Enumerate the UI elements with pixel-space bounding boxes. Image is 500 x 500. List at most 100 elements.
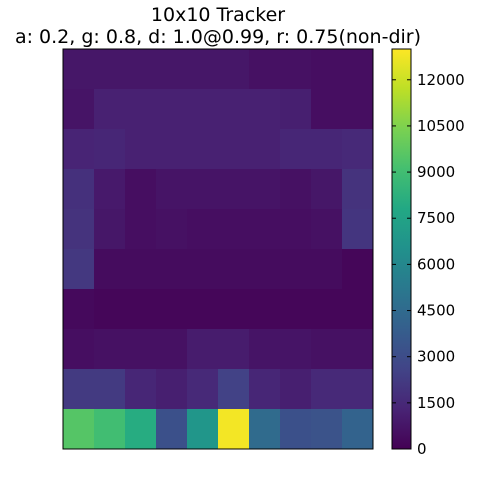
heatmap-cell-r3-c9 (342, 169, 374, 210)
heatmap-cell-r0-c9 (342, 49, 374, 90)
heatmap-cell-r8-c6 (249, 369, 281, 410)
heatmap-cell-r7-c2 (125, 329, 157, 370)
heatmap-cell-r8-c0 (63, 369, 95, 410)
heatmap-cell-r3-c4 (187, 169, 219, 210)
chart-subtitle: a: 0.2, g: 0.8, d: 1.0@0.99, r: 0.75(non… (15, 26, 421, 48)
heatmap-cell-r5-c9 (342, 249, 374, 290)
heatmap-cell-r2-c5 (218, 129, 250, 170)
heatmap-cell-r1-c7 (280, 89, 312, 130)
colorbar-tick-label-8: 12000 (417, 71, 465, 89)
heatmap-cell-r1-c9 (342, 89, 374, 130)
heatmap-cell-r4-c7 (280, 209, 312, 250)
heatmap-cell-r2-c1 (94, 129, 126, 170)
colorbar (391, 48, 412, 450)
colorbar-tick-label-5: 7500 (417, 209, 455, 227)
colorbar-tick-label-7: 10500 (417, 117, 465, 135)
heatmap-cell-r0-c2 (125, 49, 157, 90)
colorbar-tick-label-1: 1500 (417, 394, 455, 412)
heatmap-cell-r2-c7 (280, 129, 312, 170)
heatmap-cell-r2-c2 (125, 129, 157, 170)
heatmap-frame (62, 48, 374, 450)
heatmap-cell-r2-c6 (249, 129, 281, 170)
heatmap-cell-r1-c4 (187, 89, 219, 130)
heatmap-cell-r7-c5 (218, 329, 250, 370)
heatmap-cell-r1-c3 (156, 89, 188, 130)
heatmap-cell-r0-c3 (156, 49, 188, 90)
colorbar-tick-label-4: 6000 (417, 255, 455, 273)
heatmap-cell-r5-c7 (280, 249, 312, 290)
heatmap-cell-r1-c5 (218, 89, 250, 130)
heatmap-cell-r6-c7 (280, 289, 312, 330)
heatmap-cell-r4-c0 (63, 209, 95, 250)
heatmap-cell-r6-c2 (125, 289, 157, 330)
heatmap-cell-r0-c6 (249, 49, 281, 90)
heatmap-cell-r2-c8 (311, 129, 343, 170)
heatmap-cell-r3-c2 (125, 169, 157, 210)
heatmap-cell-r6-c6 (249, 289, 281, 330)
heatmap-cell-r7-c4 (187, 329, 219, 370)
heatmap-cell-r4-c4 (187, 209, 219, 250)
heatmap-cell-r5-c8 (311, 249, 343, 290)
heatmap-cell-r5-c0 (63, 249, 95, 290)
heatmap-cell-r0-c1 (94, 49, 126, 90)
heatmap-cell-r4-c6 (249, 209, 281, 250)
heatmap-cell-r8-c9 (342, 369, 374, 410)
colorbar-tick-label-2: 3000 (417, 348, 455, 366)
heatmap-cell-r7-c6 (249, 329, 281, 370)
heatmap-cell-r9-c6 (249, 409, 281, 450)
heatmap-cell-r3-c5 (218, 169, 250, 210)
heatmap-cell-r1-c2 (125, 89, 157, 130)
colorbar-ticks: 0 1500 3000 4500 6000 7500 9000 10500 12000 (392, 71, 465, 458)
heatmap-cell-r3-c3 (156, 169, 188, 210)
heatmap-cell-r8-c3 (156, 369, 188, 410)
heatmap-cell-r9-c4 (187, 409, 219, 450)
heatmap-cell-r5-c5 (218, 249, 250, 290)
heatmap-cell-r0-c4 (187, 49, 219, 90)
heatmap-cell-r9-c7 (280, 409, 312, 450)
colorbar-tick-label-6: 9000 (417, 163, 455, 181)
heatmap-cell-r6-c3 (156, 289, 188, 330)
heatmap-cell-r9-c0 (63, 409, 95, 450)
heatmap-cell-r0-c5 (218, 49, 250, 90)
heatmap-cell-r6-c9 (342, 289, 374, 330)
colorbar-tick-label-3: 4500 (417, 302, 455, 320)
heatmap-cell-r8-c8 (311, 369, 343, 410)
heatmap-cell-r6-c8 (311, 289, 343, 330)
heatmap-cell-r7-c3 (156, 329, 188, 370)
heatmap-cell-r3-c7 (280, 169, 312, 210)
heatmap-cell-r5-c4 (187, 249, 219, 290)
heatmap-cell-r6-c1 (94, 289, 126, 330)
heatmap-cell-r4-c9 (342, 209, 374, 250)
heatmap-cell-r6-c5 (218, 289, 250, 330)
colorbar-tick-label-0: 0 (417, 440, 427, 458)
heatmap-cell-r4-c2 (125, 209, 157, 250)
heatmap-cell-r6-c0 (63, 289, 95, 330)
heatmap-cell-r1-c0 (63, 89, 95, 130)
heatmap-cell-r4-c5 (218, 209, 250, 250)
heatmap-cell-r1-c6 (249, 89, 281, 130)
heatmap-cell-r3-c6 (249, 169, 281, 210)
heatmap-cell-r4-c1 (94, 209, 126, 250)
heatmap-cell-r7-c1 (94, 329, 126, 370)
heatmap-cell-r9-c5 (218, 409, 250, 450)
heatmap-cell-r0-c0 (63, 49, 95, 90)
heatmap-cell-r8-c4 (187, 369, 219, 410)
heatmap-cell-r7-c7 (280, 329, 312, 370)
heatmap-cell-r4-c8 (311, 209, 343, 250)
heatmap-cell-r5-c6 (249, 249, 281, 290)
chart-title: 10x10 Tracker (151, 4, 285, 26)
heatmap-cell-r8-c2 (125, 369, 157, 410)
heatmap-cell-r2-c3 (156, 129, 188, 170)
heatmap-cell-r1-c1 (94, 89, 126, 130)
heatmap-cells (63, 49, 374, 450)
heatmap-cell-r8-c7 (280, 369, 312, 410)
heatmap-cell-r0-c8 (311, 49, 343, 90)
heatmap-cell-r9-c2 (125, 409, 157, 450)
heatmap-cell-r7-c9 (342, 329, 374, 370)
heatmap-cell-r2-c4 (187, 129, 219, 170)
heatmap-cell-r3-c0 (63, 169, 95, 210)
heatmap-cell-r3-c1 (94, 169, 126, 210)
heatmap-cell-r9-c3 (156, 409, 188, 450)
heatmap-cell-r2-c0 (63, 129, 95, 170)
